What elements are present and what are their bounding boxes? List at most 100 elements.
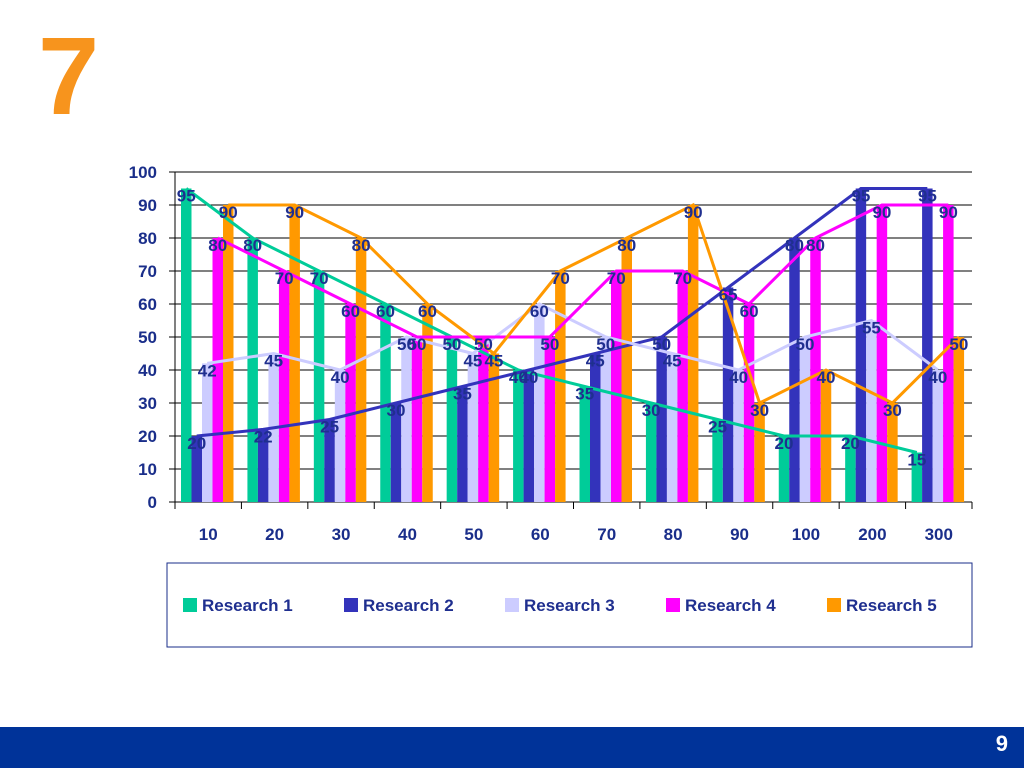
bar [600,337,611,502]
series-line [196,187,928,438]
bar [457,386,468,502]
bar [778,436,790,502]
data-label: 40 [928,368,947,387]
y-tick-label: 50 [138,328,157,347]
bar [579,386,590,502]
data-label: 50 [408,335,427,354]
data-label: 20 [775,434,794,453]
legend-swatch [827,598,841,612]
bar [876,205,888,502]
data-label: 22 [254,427,273,446]
data-label: 50 [474,335,493,354]
series-line [185,187,918,454]
bar [355,238,367,502]
bar [223,205,234,502]
x-tick-label: 80 [664,525,683,544]
data-label: 40 [331,368,350,387]
data-label: 80 [352,236,371,255]
x-tick-label: 70 [597,525,616,544]
data-label: 45 [463,352,482,371]
x-tick-label: 90 [730,525,749,544]
y-tick-label: 70 [138,262,157,281]
data-label: 60 [530,302,549,321]
bar [866,320,877,502]
data-label: 80 [243,236,262,255]
bar [380,304,391,502]
bar [202,363,213,502]
data-label: 50 [540,335,559,354]
x-tick-label: 50 [464,525,483,544]
legend-swatch [183,598,197,612]
data-label: 50 [652,335,671,354]
footer-bar: 9 [0,727,1024,768]
data-label: 20 [841,434,860,453]
bar [446,337,458,502]
bar [943,205,954,502]
bar [278,271,290,502]
bar [656,337,667,502]
data-label: 95 [918,187,937,206]
data-label: 60 [418,302,437,321]
series-line [207,302,939,372]
data-label: 90 [939,203,958,222]
data-label: 50 [442,335,461,354]
bar [313,271,325,502]
legend-label: Research 5 [846,596,937,615]
y-tick-label: 90 [138,196,157,215]
bar [257,429,269,502]
y-tick-label: 60 [138,295,157,314]
bar [922,188,933,502]
bar [932,370,944,502]
bar [799,337,811,502]
bar [544,337,556,502]
legend-label: Research 4 [685,596,776,615]
data-label: 80 [208,236,227,255]
data-label: 70 [275,269,294,288]
data-label: 30 [883,401,902,420]
data-label: 80 [785,236,804,255]
data-label: 70 [673,269,692,288]
bar [411,337,423,502]
data-label: 60 [341,302,360,321]
bar [345,304,356,502]
page-number: 9 [995,731,1008,756]
y-tick-label: 10 [138,460,157,479]
data-label: 60 [376,302,395,321]
data-label: 40 [817,368,836,387]
data-label: 50 [949,335,968,354]
legend-swatch [505,598,519,612]
data-label: 80 [617,236,636,255]
data-label: 25 [708,418,727,437]
bar [810,238,821,502]
data-label: 30 [642,401,661,420]
data-label: 70 [607,269,626,288]
data-label: 45 [586,352,605,371]
y-tick-label: 80 [138,229,157,248]
data-label: 30 [750,401,769,420]
data-label: 55 [862,319,881,338]
bar [845,436,856,502]
data-label: 90 [872,203,891,222]
bar [181,188,192,502]
bar [488,353,500,502]
bar [324,419,335,502]
data-label: 65 [719,286,738,305]
data-label: 70 [551,269,570,288]
bar [513,370,524,502]
y-tick-label: 40 [138,361,157,380]
series-line [228,202,960,406]
data-label: 50 [397,335,416,354]
slide-title: 7 [38,15,100,138]
series-line [217,203,949,339]
legend-swatch [344,598,358,612]
data-label: 95 [851,187,870,206]
bar [743,304,755,502]
y-tick-label: 30 [138,394,157,413]
data-label: 15 [907,451,926,470]
bar [621,238,632,502]
data-label: 45 [484,352,503,371]
legend-swatch [666,598,680,612]
bar [855,188,867,502]
bar [401,337,412,502]
